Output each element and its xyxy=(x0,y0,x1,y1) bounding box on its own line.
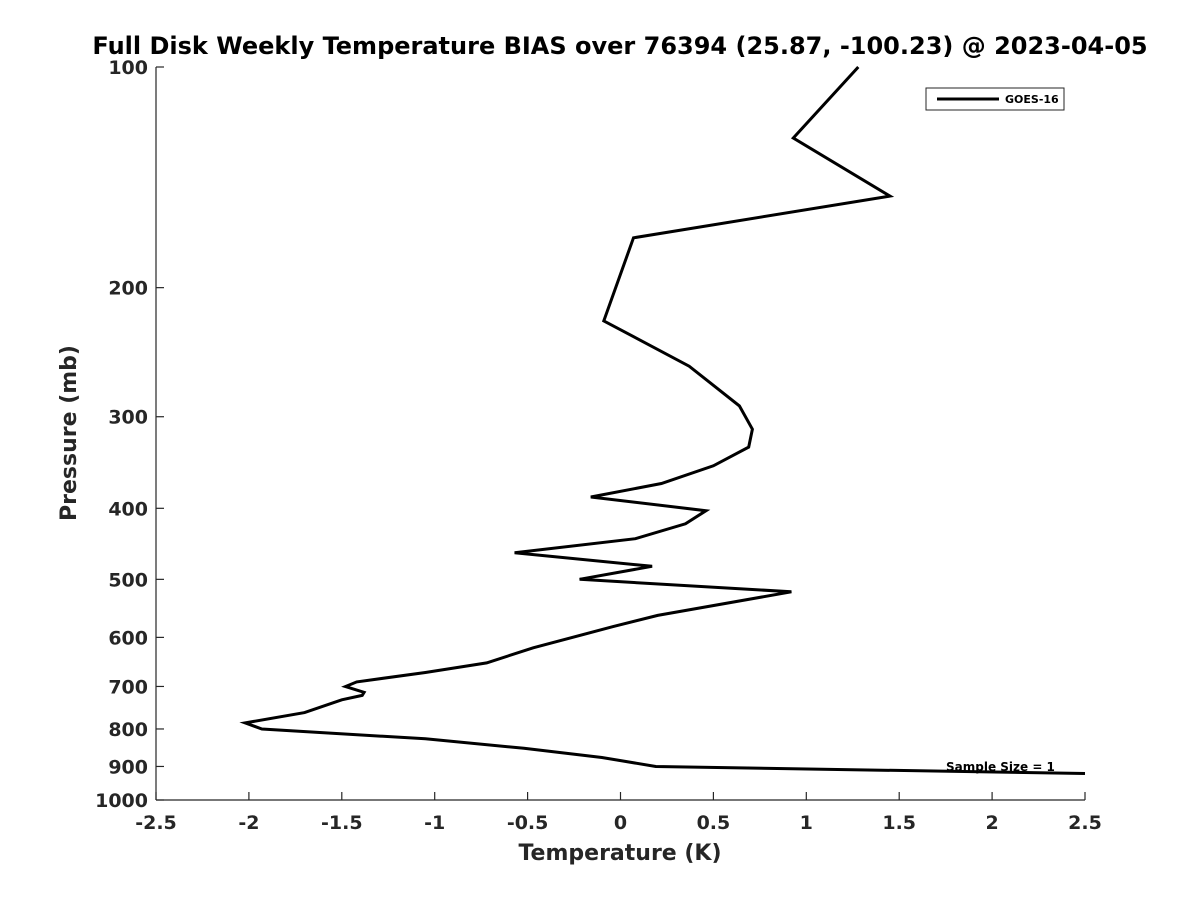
x-tick-label: -1.5 xyxy=(321,812,363,834)
x-tick-label: -0.5 xyxy=(507,812,549,834)
legend-label-goes-16: GOES-16 xyxy=(1005,93,1059,106)
chart-title: Full Disk Weekly Temperature BIAS over 7… xyxy=(92,32,1147,60)
x-tick-label: 1.5 xyxy=(882,812,916,834)
y-tick-label: 1000 xyxy=(95,790,148,812)
x-tick-label: 0 xyxy=(614,812,627,834)
x-ticks: -2.5 -2 -1.5 -1 -0.5 0 0.5 1 1.5 2 2.5 xyxy=(135,792,1102,834)
x-tick-label: 2.5 xyxy=(1068,812,1102,834)
x-tick-label: 0.5 xyxy=(697,812,731,834)
sample-size-annotation: Sample Size = 1 xyxy=(946,760,1055,774)
x-tick-label: 2 xyxy=(985,812,998,834)
y-tick-label: 900 xyxy=(108,756,148,778)
y-tick-label: 500 xyxy=(108,569,148,591)
series-layer xyxy=(239,65,1086,775)
legend: GOES-16 xyxy=(925,87,1065,111)
y-ticks: 100 200 300 400 500 600 700 800 900 1000 xyxy=(95,57,164,812)
y-tick-label: 200 xyxy=(108,278,148,300)
y-tick-label: 100 xyxy=(108,57,148,79)
x-axis-label: Temperature (K) xyxy=(518,841,721,866)
x-tick-label: -2 xyxy=(238,812,259,834)
y-tick-label: 400 xyxy=(108,498,148,520)
series-line-goes-16 xyxy=(239,65,1086,775)
x-tick-label: -2.5 xyxy=(135,812,177,834)
x-tick-label: 1 xyxy=(800,812,813,834)
x-tick-label: -1 xyxy=(424,812,445,834)
y-tick-label: 700 xyxy=(108,676,148,698)
y-tick-label: 800 xyxy=(108,719,148,741)
y-tick-label: 300 xyxy=(108,407,148,429)
y-axis-label: Pressure (mb) xyxy=(57,345,82,521)
y-tick-label: 600 xyxy=(108,627,148,649)
